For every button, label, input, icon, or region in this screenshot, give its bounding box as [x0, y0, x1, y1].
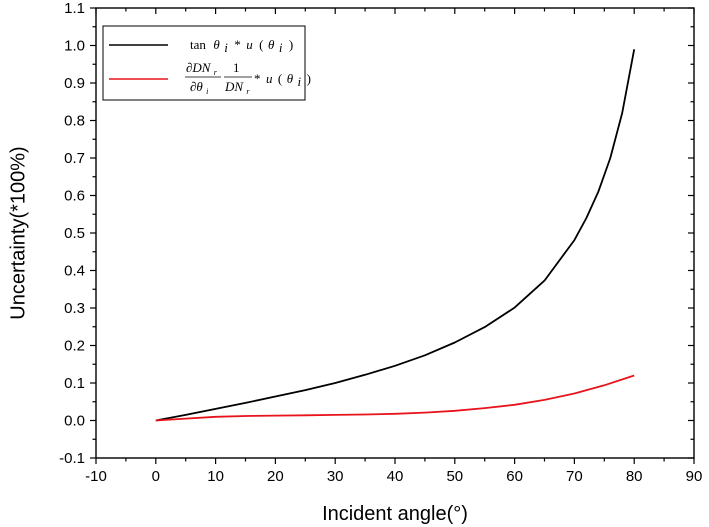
legend: tan θ i * u ( θ i ) ∂DN r ∂θ i [102, 25, 311, 101]
legend-label-series-1: tan θ i * u ( θ i ) [190, 36, 293, 56]
y-tick-label: 1.1 [64, 0, 85, 17]
series-group [155, 49, 636, 422]
y-axis-title: Uncertainty(*100%) [7, 146, 29, 319]
x-tick-label: 80 [626, 468, 643, 485]
y-tick-label: 0.8 [64, 113, 85, 130]
legend-frac1-den: ∂θ i [190, 79, 208, 96]
x-tick-label: 50 [446, 468, 463, 485]
y-tick-label: 0.9 [64, 75, 85, 92]
legend-lparen: ( [259, 37, 263, 52]
legend-rparen: ) [289, 37, 293, 52]
legend-frac2-den: DN r [224, 79, 250, 96]
y-tick-label: 0.0 [64, 413, 85, 430]
y-tick-label: 0.7 [64, 150, 85, 167]
legend-theta-2: θ [268, 37, 275, 52]
legend-theta: θ [213, 37, 220, 52]
legend-sub-i: i [224, 40, 228, 55]
series-line-1 [155, 49, 636, 422]
x-tick-label: 20 [267, 468, 284, 485]
legend-label-series-2: ∂DN r ∂θ i 1 DN r * u ( θ [185, 60, 311, 96]
y-tick-label: 0.2 [64, 338, 85, 355]
y-tick-label: 0.6 [64, 188, 85, 205]
legend-tan: tan [190, 37, 206, 52]
y-tick-label: 0.5 [64, 225, 85, 242]
legend-sub-i-2: i [279, 40, 283, 55]
legend-box [102, 25, 306, 101]
series-line-2 [155, 374, 635, 422]
x-tick-label: 40 [387, 468, 404, 485]
legend-tail: * u ( θ i ) [254, 70, 311, 90]
plot-frame [95, 7, 695, 459]
legend-u: u [246, 37, 253, 52]
y-tick-label: -0.1 [59, 450, 85, 467]
ticks-group: -10 0 10 20 30 40 50 60 70 80 90 -0.1 0.0 0.1 0.2 0.3 0.… [59, 0, 702, 485]
x-axis-title: Incident angle(°) [322, 503, 468, 525]
y-tick-label: 0.4 [64, 263, 85, 280]
y-tick-label: 1.0 [64, 38, 85, 55]
x-tick-label: -10 [85, 468, 107, 485]
legend-frac1-num: ∂DN r [186, 60, 218, 77]
x-tick-label: 0 [152, 468, 160, 485]
x-tick-label: 30 [327, 468, 344, 485]
legend-frac2-num: 1 [233, 60, 240, 75]
x-tick-label: 60 [506, 468, 523, 485]
x-tick-label: 10 [207, 468, 224, 485]
y-tick-label: 0.3 [64, 300, 85, 317]
x-tick-label: 70 [566, 468, 583, 485]
y-tick-label: 0.1 [64, 375, 85, 392]
legend-star: * [234, 37, 241, 52]
x-tick-label: 90 [686, 468, 703, 485]
